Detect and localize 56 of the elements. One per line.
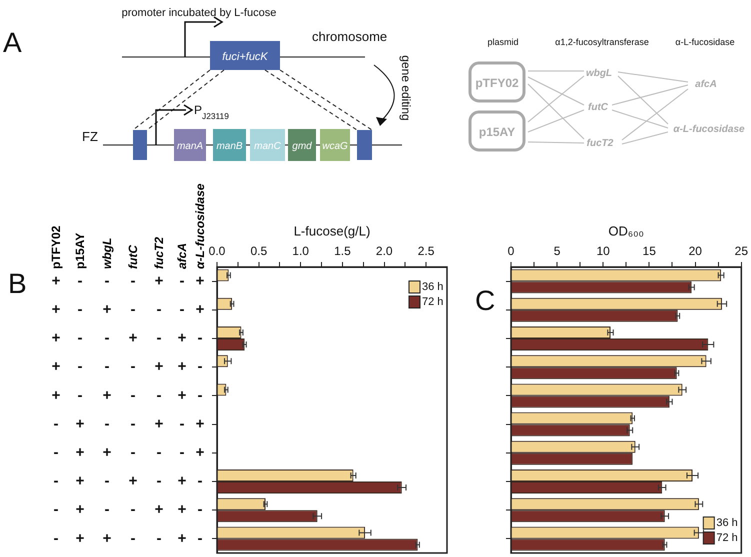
category-label: + - + - - + - — [52, 386, 202, 404]
category-label: - + - - + + - — [54, 501, 202, 518]
x-tick-label: 1.0 — [292, 244, 310, 258]
text: afcA — [695, 79, 717, 90]
x-tick-label: 2.0 — [376, 244, 393, 258]
category-label: - + + - - + - — [54, 530, 202, 547]
text: afcA — [175, 242, 189, 269]
x-tick-label: 20 — [688, 244, 702, 258]
category-label: + - - - + - + — [52, 272, 204, 290]
text: fuci+fucK — [222, 51, 268, 63]
text: gene editing — [399, 55, 413, 121]
category-label: + - - - + + - — [52, 358, 202, 376]
text: p15AY — [478, 125, 516, 139]
text: promoter incubated by L-fucose — [122, 7, 276, 19]
category-label: - + - - + - + — [54, 415, 204, 432]
text: pTFY02 — [49, 226, 63, 269]
legend-label: 36 h — [716, 517, 738, 530]
text: α-L-fucosidase — [675, 37, 735, 47]
x-tick-label: 0.0 — [208, 244, 226, 258]
x-tick-label: 5 — [554, 244, 561, 258]
x-tick-label: 2.5 — [418, 244, 435, 258]
text: manC — [254, 141, 282, 152]
text: wcaG — [322, 141, 348, 152]
text: plasmid — [487, 37, 519, 47]
text: FZ — [82, 129, 98, 144]
x-tick-label: 15 — [642, 244, 656, 258]
legend-label: 72 h — [422, 296, 444, 308]
legend-label: 36 h — [422, 281, 444, 294]
x-tick-label: 1.5 — [334, 244, 352, 258]
x-tick-label: 25 — [734, 244, 748, 258]
category-label: + - + - - - + — [52, 301, 204, 318]
text: fucT2 — [152, 236, 166, 269]
legend-label: 72 h — [716, 532, 738, 544]
text: A — [3, 27, 22, 58]
text: manA — [176, 141, 204, 152]
category-label: + - - + - + - — [52, 330, 202, 347]
text: gmd — [292, 141, 312, 152]
x-axis-title: OD₆₀₀ — [608, 223, 644, 238]
x-tick-label: 0.5 — [250, 244, 268, 258]
text: futC — [126, 245, 140, 269]
text: chromosome — [312, 29, 388, 44]
category-label: - + + - - - + — [54, 444, 204, 462]
category-label: - + - + - + - — [54, 472, 202, 490]
x-axis-title: L-fucose(g/L) — [294, 223, 370, 238]
text: α1,2-fucosyltransferase — [555, 37, 649, 47]
x-tick-label: 10 — [596, 244, 610, 258]
text: p15AY — [73, 232, 87, 269]
text: P$_{J23119}$ — [194, 103, 230, 121]
text: α-L-fucosidase — [193, 184, 207, 269]
x-tick-label: 0 — [508, 244, 515, 258]
text: wbgL — [100, 238, 114, 269]
text: α-L-fucosidase — [673, 124, 746, 135]
text: manB — [216, 141, 243, 152]
text: B — [8, 268, 27, 300]
text: C — [475, 285, 496, 317]
text: pTFY02 — [475, 76, 519, 90]
